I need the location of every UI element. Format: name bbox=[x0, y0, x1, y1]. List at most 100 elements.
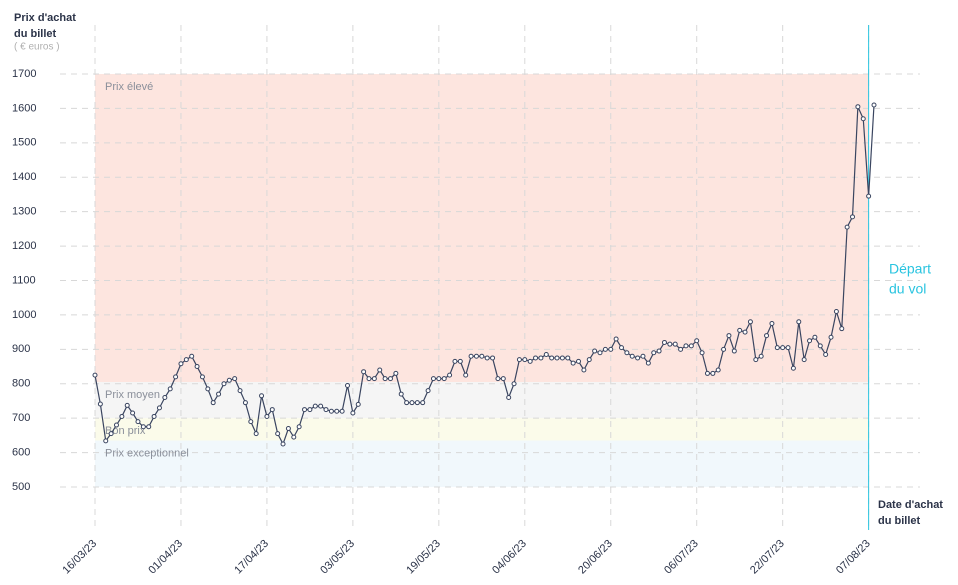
price-point bbox=[527, 358, 533, 364]
price-point bbox=[312, 403, 318, 409]
y-tick-label: 900 bbox=[12, 343, 30, 355]
price-point bbox=[479, 353, 485, 359]
y-tick-label: 600 bbox=[12, 446, 30, 458]
price-point bbox=[726, 333, 732, 339]
price-point bbox=[334, 408, 340, 414]
price-point bbox=[103, 438, 109, 444]
x-tick-label: 06/07/23 bbox=[662, 538, 701, 577]
y-tick-label: 1400 bbox=[12, 171, 36, 183]
price-point bbox=[452, 358, 458, 364]
price-point bbox=[839, 326, 845, 332]
price-point bbox=[807, 338, 813, 344]
price-point bbox=[565, 355, 571, 361]
price-point bbox=[576, 358, 582, 364]
price-point bbox=[124, 402, 130, 408]
price-point bbox=[586, 357, 592, 363]
price-point bbox=[704, 370, 710, 376]
price-point bbox=[490, 355, 496, 361]
departure-label: Départ bbox=[889, 261, 931, 277]
price-point bbox=[291, 434, 297, 440]
price-point bbox=[414, 400, 420, 406]
price-point bbox=[441, 376, 447, 382]
price-point bbox=[189, 353, 195, 359]
price-point bbox=[371, 376, 377, 382]
price-point bbox=[715, 367, 721, 373]
price-point bbox=[140, 424, 146, 430]
price-point bbox=[269, 407, 275, 413]
price-point bbox=[624, 350, 630, 356]
price-point bbox=[661, 339, 667, 345]
x-tick-label: 22/07/23 bbox=[748, 538, 787, 577]
x-axis-title: Date d'achat bbox=[878, 499, 943, 511]
y-tick-label: 1200 bbox=[12, 240, 36, 252]
price-point bbox=[173, 374, 179, 380]
price-point bbox=[232, 376, 238, 382]
y-axis-title: du billet bbox=[14, 28, 57, 40]
price-point bbox=[812, 334, 818, 340]
price-point bbox=[742, 329, 748, 335]
price-point bbox=[167, 386, 173, 392]
price-point bbox=[495, 376, 501, 382]
price-point bbox=[613, 336, 619, 342]
price-point bbox=[226, 377, 232, 383]
price-point bbox=[753, 357, 759, 363]
x-tick-label: 20/06/23 bbox=[576, 538, 615, 577]
price-point bbox=[473, 353, 479, 359]
price-point bbox=[97, 401, 103, 407]
price-point bbox=[345, 382, 351, 388]
x-tick-label: 04/06/23 bbox=[490, 538, 529, 577]
price-point bbox=[280, 441, 286, 447]
price-point bbox=[774, 345, 780, 351]
price-point bbox=[500, 376, 506, 382]
price-point bbox=[618, 345, 624, 351]
price-point bbox=[731, 348, 737, 354]
price-point bbox=[769, 321, 775, 327]
price-point bbox=[393, 370, 399, 376]
price-point bbox=[151, 413, 157, 419]
price-point bbox=[205, 386, 211, 392]
price-point bbox=[307, 407, 313, 413]
price-point bbox=[817, 343, 823, 349]
price-point bbox=[855, 104, 861, 110]
price-point bbox=[645, 360, 651, 366]
price-point bbox=[581, 367, 587, 373]
price-point bbox=[108, 431, 114, 437]
price-point bbox=[178, 361, 184, 367]
y-tick-label: 700 bbox=[12, 412, 30, 424]
y-tick-label: 1600 bbox=[12, 102, 36, 114]
price-point bbox=[640, 353, 646, 359]
price-point bbox=[823, 351, 829, 357]
price-point bbox=[570, 360, 576, 366]
price-point bbox=[678, 346, 684, 352]
price-point bbox=[468, 353, 474, 359]
price-point bbox=[506, 395, 512, 401]
price-point bbox=[323, 407, 329, 413]
price-point bbox=[656, 348, 662, 354]
price-point bbox=[194, 364, 200, 370]
price-point bbox=[259, 393, 265, 399]
price-point bbox=[447, 372, 453, 378]
price-point bbox=[113, 422, 119, 428]
price-point bbox=[667, 341, 673, 347]
y-tick-label: 500 bbox=[12, 481, 30, 493]
price-point bbox=[651, 350, 657, 356]
y-tick-label: 1300 bbox=[12, 206, 36, 218]
price-point bbox=[721, 346, 727, 352]
y-tick-label: 800 bbox=[12, 378, 30, 390]
price-point bbox=[484, 355, 490, 361]
price-point bbox=[866, 193, 872, 199]
price-point bbox=[538, 355, 544, 361]
price-point bbox=[850, 214, 856, 220]
band-label: Prix élevé bbox=[105, 81, 153, 93]
price-point bbox=[328, 408, 334, 414]
price-point bbox=[602, 346, 608, 352]
price-point bbox=[780, 345, 786, 351]
price-point bbox=[801, 357, 807, 363]
price-point bbox=[264, 413, 270, 419]
price-point bbox=[796, 319, 802, 325]
price-point bbox=[758, 353, 764, 359]
price-point bbox=[860, 116, 866, 122]
departure-label: du vol bbox=[889, 281, 926, 297]
price-point bbox=[747, 319, 753, 325]
price-point bbox=[597, 350, 603, 356]
